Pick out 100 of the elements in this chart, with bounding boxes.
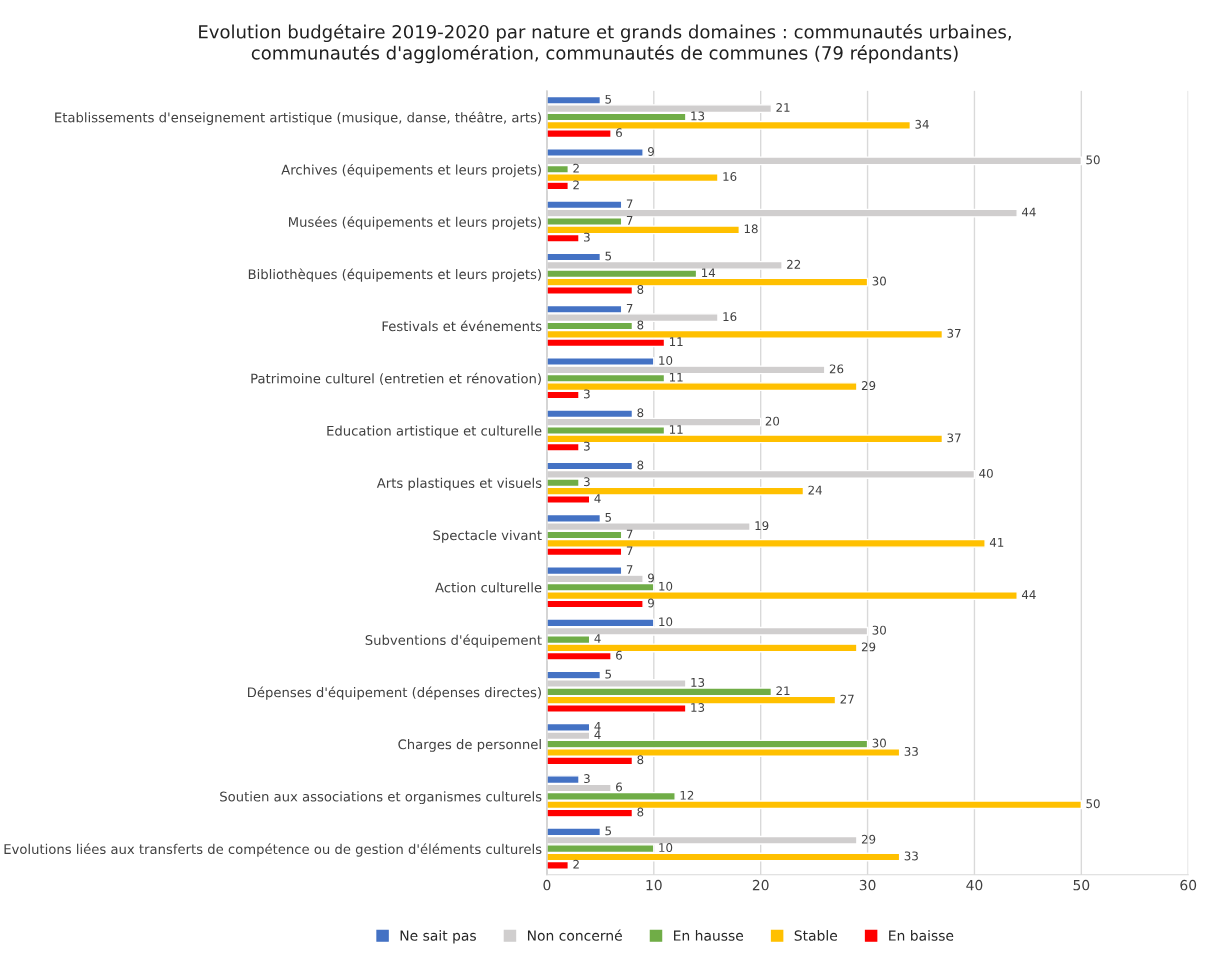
data-label: 30	[872, 625, 886, 635]
data-label: 4	[594, 730, 601, 739]
data-label: 21	[776, 103, 790, 112]
x-tick-label: 0	[543, 879, 551, 891]
y-tick-label: Patrimoine culturel (entretien et rénovation)	[251, 372, 541, 386]
data-label: 10	[659, 581, 673, 591]
y-tick-label: Education artistique et culturelle	[327, 425, 542, 439]
y-tick-label: Etablissements d'enseignement artistique (musique, danse, théâtre, arts)	[55, 111, 541, 125]
data-label: 37	[947, 328, 961, 338]
data-label: 16	[723, 172, 737, 181]
data-label: 11	[669, 337, 683, 346]
data-label: 26	[829, 364, 844, 374]
data-label: 24	[808, 485, 822, 495]
data-label: 10	[659, 843, 673, 853]
y-tick-label: Bibliothèques (équipements et leurs projets)	[248, 268, 541, 282]
x-tick-label: 30	[859, 879, 876, 891]
data-label: 21	[776, 686, 790, 696]
data-label: 3	[584, 477, 590, 487]
data-label: 8	[637, 460, 644, 470]
data-label: 5	[605, 94, 612, 104]
data-label: 11	[669, 425, 683, 434]
y-tick-label: Arts plastiques et visuels	[376, 477, 542, 491]
data-label: 6	[616, 650, 622, 660]
data-label: 9	[648, 573, 654, 583]
data-label: 22	[787, 259, 801, 269]
data-label: 7	[626, 199, 633, 209]
y-tick-label: Spectacle vivant	[433, 530, 542, 543]
legend-label: En hausse	[674, 930, 744, 941]
data-label: 27	[840, 694, 854, 704]
data-label: 50	[1086, 155, 1100, 165]
data-label: 5	[605, 826, 612, 836]
data-label: 13	[691, 703, 705, 712]
data-label: 7	[626, 529, 633, 539]
data-label: 19	[755, 521, 769, 531]
data-label: 5	[605, 251, 612, 261]
data-label: 9	[648, 598, 654, 608]
data-label: 8	[637, 807, 644, 817]
data-label: 30	[872, 276, 886, 286]
y-tick-label: Subventions d'équipement	[365, 634, 542, 648]
data-label: 9	[648, 146, 654, 156]
data-label: 33	[904, 851, 918, 861]
data-label: 8	[637, 755, 644, 765]
data-label: 12	[680, 790, 694, 800]
data-label: 34	[915, 119, 929, 129]
data-label: 13	[691, 111, 705, 121]
legend-label: En baisse	[889, 930, 954, 941]
data-label: 2	[573, 859, 579, 869]
data-label: 40	[979, 468, 993, 478]
data-label: 5	[605, 512, 612, 522]
data-label: 20	[765, 416, 780, 426]
y-tick-label: Dépenses d'équipement (dépenses directes)	[248, 686, 541, 700]
data-label: 10	[659, 356, 673, 365]
legend-label: Non concerné	[527, 929, 622, 941]
data-label: 7	[626, 565, 633, 574]
x-tick-label: 60	[1180, 879, 1197, 891]
data-label: 7	[626, 216, 633, 225]
data-label: 3	[584, 441, 590, 451]
y-tick-label: Charges de personnel	[398, 739, 541, 752]
data-label: 14	[702, 268, 716, 277]
data-label: 7	[626, 546, 633, 556]
data-label: 5	[605, 669, 612, 679]
data-label: 2	[573, 163, 579, 173]
y-tick-label: Festivals et événements	[382, 320, 542, 332]
data-label: 4	[594, 722, 601, 731]
y-tick-label: Soutien aux associations et organismes culturels	[220, 791, 542, 805]
data-label: 16	[723, 312, 737, 322]
data-label: 8	[637, 284, 644, 294]
data-label: 3	[584, 232, 590, 242]
data-label: 13	[691, 677, 705, 687]
data-label: 6	[616, 128, 622, 138]
data-label: 50	[1086, 799, 1100, 809]
data-label: 8	[637, 408, 644, 418]
data-label: 3	[584, 774, 590, 784]
data-label: 37	[947, 433, 961, 443]
data-label: 29	[861, 834, 876, 844]
data-label: 18	[744, 224, 758, 234]
data-label: 3	[584, 389, 590, 399]
data-label: 4	[594, 634, 601, 643]
data-label: 33	[904, 746, 918, 756]
data-label: 4	[594, 494, 601, 503]
y-tick-label: Evolutions liées aux transferts de compétence ou de gestion d'éléments culturels	[4, 843, 542, 857]
y-tick-label: Musées (équipements et leurs projets)	[289, 216, 541, 230]
x-tick-label: 40	[966, 879, 983, 891]
data-label: 10	[659, 617, 673, 627]
data-label: 6	[616, 782, 622, 792]
legend-label: Ne sait pas	[400, 930, 476, 944]
data-label: 44	[1021, 207, 1036, 217]
data-label: 11	[669, 372, 683, 382]
y-tick-label: Action culturelle	[435, 582, 542, 593]
legend-label: Stable	[794, 930, 838, 941]
x-tick-label: 50	[1073, 879, 1090, 891]
data-label: 29	[861, 381, 876, 391]
data-label: 7	[626, 303, 633, 313]
data-label: 41	[989, 538, 1004, 547]
data-label: 8	[637, 320, 644, 330]
y-tick-label: Archives (équipements et leurs projets)	[281, 163, 541, 178]
chart-title: Evolution budgétaire 2019-2020 par nature et grands domaines : communautés urbaines, communautés d'agglomération, communautés de communes (79 répondants)	[199, 23, 1011, 64]
data-label: 44	[1021, 590, 1036, 599]
x-tick-label: 20	[752, 879, 769, 891]
data-label: 29	[861, 642, 876, 652]
